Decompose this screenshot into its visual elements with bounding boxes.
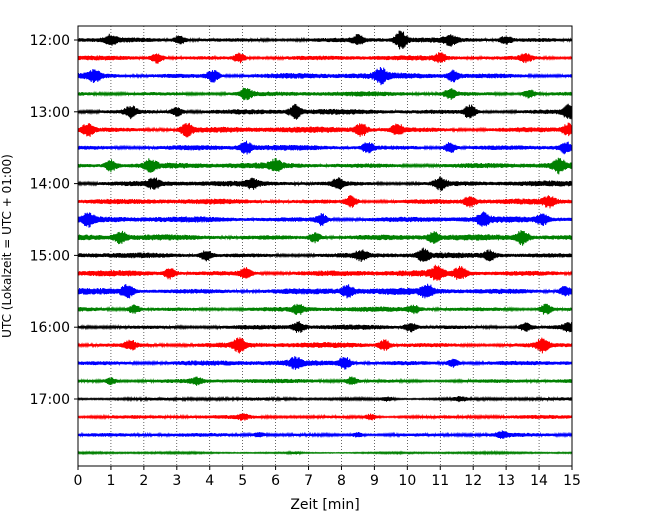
seismogram-trace bbox=[77, 122, 573, 138]
grid-lines bbox=[110, 26, 540, 466]
x-axis-label: Zeit [min] bbox=[290, 497, 359, 513]
seismogram-trace bbox=[77, 103, 573, 120]
seismogram-trace bbox=[77, 356, 573, 370]
x-tick-label: 9 bbox=[370, 473, 379, 489]
x-tick-label: 11 bbox=[431, 473, 449, 489]
y-axis-ticks: 12:00 13:00 14:00 15:00 16:00 17:00 bbox=[30, 33, 78, 408]
seismogram-trace bbox=[77, 283, 573, 299]
x-tick-label: 1 bbox=[106, 473, 115, 489]
plot-frame bbox=[77, 25, 573, 467]
seismogram-trace bbox=[77, 337, 573, 354]
seismogram-trace bbox=[77, 87, 573, 101]
x-tick-label: 7 bbox=[304, 473, 313, 489]
y-tick-label: 13:00 bbox=[30, 105, 70, 121]
seismogram-trace bbox=[77, 52, 573, 64]
seismogram-trace bbox=[77, 230, 573, 246]
x-tick-label: 5 bbox=[238, 473, 247, 489]
seismogram-trace bbox=[77, 157, 573, 175]
seismogram-trace bbox=[77, 211, 573, 228]
x-axis-ticks: 0 1 2 3 4 5 6 7 8 9 10 11 12 13 14 15 bbox=[74, 466, 581, 489]
seismogram-trace bbox=[77, 195, 573, 209]
y-tick-label: 14:00 bbox=[30, 177, 70, 193]
y-tick-label: 16:00 bbox=[30, 320, 70, 336]
y-tick-label: 12:00 bbox=[30, 33, 70, 49]
seismogram-trace bbox=[77, 413, 573, 421]
seismogram-trace bbox=[77, 140, 573, 155]
x-tick-label: 14 bbox=[530, 473, 548, 489]
x-tick-label: 6 bbox=[271, 473, 280, 489]
seismogram-trace bbox=[77, 30, 573, 50]
seismogram-trace bbox=[77, 376, 573, 386]
x-tick-label: 10 bbox=[398, 473, 416, 489]
seismogram-trace bbox=[77, 176, 573, 191]
seismogram-trace bbox=[77, 264, 573, 281]
seismogram-trace bbox=[77, 430, 573, 439]
y-axis-label: UTC (Lokalzeit = UTC + 01:00) bbox=[0, 154, 14, 338]
seismogram-trace bbox=[77, 320, 573, 333]
seismogram-trace bbox=[77, 450, 573, 456]
y-tick-label: 15:00 bbox=[30, 248, 70, 264]
y-tick-label: 17:00 bbox=[30, 392, 70, 408]
x-tick-label: 2 bbox=[139, 473, 148, 489]
x-tick-label: 12 bbox=[464, 473, 482, 489]
x-tick-label: 3 bbox=[172, 473, 181, 489]
x-tick-label: 13 bbox=[497, 473, 515, 489]
x-tick-label: 8 bbox=[337, 473, 346, 489]
seismogram-trace bbox=[77, 66, 573, 86]
x-tick-label: 4 bbox=[205, 473, 214, 489]
seismogram-trace bbox=[77, 303, 573, 315]
trace-lines bbox=[77, 30, 573, 456]
x-tick-label: 0 bbox=[74, 473, 83, 489]
x-tick-label: 15 bbox=[563, 473, 581, 489]
seismogram-trace bbox=[77, 395, 573, 403]
seismogram-trace bbox=[77, 247, 573, 263]
